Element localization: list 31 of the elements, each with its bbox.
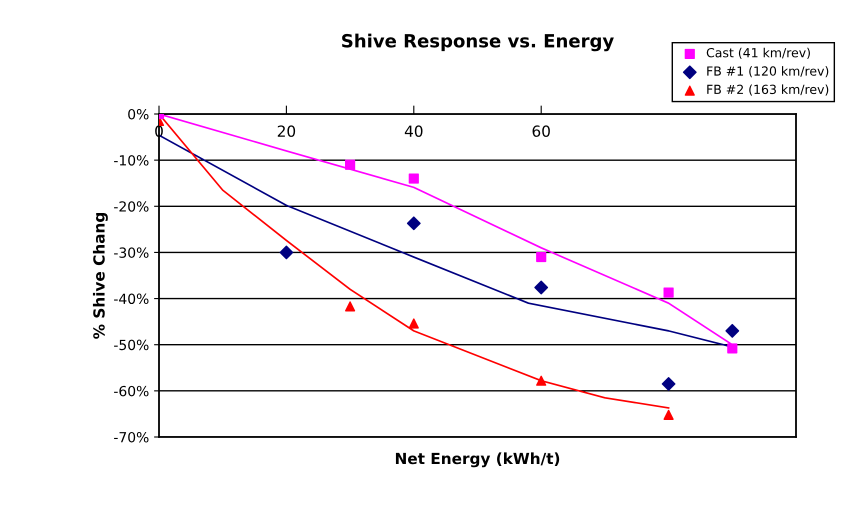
- y-tick-label: -60%: [114, 386, 149, 396]
- point: [664, 287, 674, 298]
- legend-label: Cast (41 km/rev): [706, 48, 810, 59]
- point: [345, 301, 356, 312]
- x-tick-label: 60: [532, 125, 550, 137]
- point: [664, 410, 674, 420]
- y-tick-label: -70%: [114, 432, 149, 442]
- point: [345, 160, 356, 170]
- y-tick-label: -50%: [114, 340, 149, 350]
- point: [534, 280, 548, 294]
- point: [406, 216, 421, 230]
- point: [536, 376, 546, 386]
- y-tick-label: -20%: [114, 201, 149, 212]
- x-tick-label: 40: [404, 125, 423, 137]
- point: [408, 318, 419, 329]
- y-tick-label: -30%: [114, 247, 149, 258]
- point: [727, 343, 738, 354]
- y-tick-label: -10%: [114, 155, 149, 166]
- point: [408, 174, 419, 184]
- y-axis-title: % Shive Chang: [92, 212, 108, 339]
- x-axis-title: Net Energy (kWh/t): [396, 452, 560, 468]
- chart-title: Shive Response vs. Energy: [342, 34, 614, 52]
- legend-label: FB #1 (120 km/rev): [707, 66, 828, 78]
- legend-label: FB #2 (163 km/rev): [707, 84, 828, 96]
- point: [725, 324, 740, 338]
- point: [279, 246, 294, 260]
- point: [536, 252, 546, 262]
- y-tick-label: -40%: [114, 294, 149, 304]
- x-tick-label: 20: [278, 125, 296, 137]
- y-tick-label: 0%: [128, 108, 149, 120]
- point: [662, 377, 676, 391]
